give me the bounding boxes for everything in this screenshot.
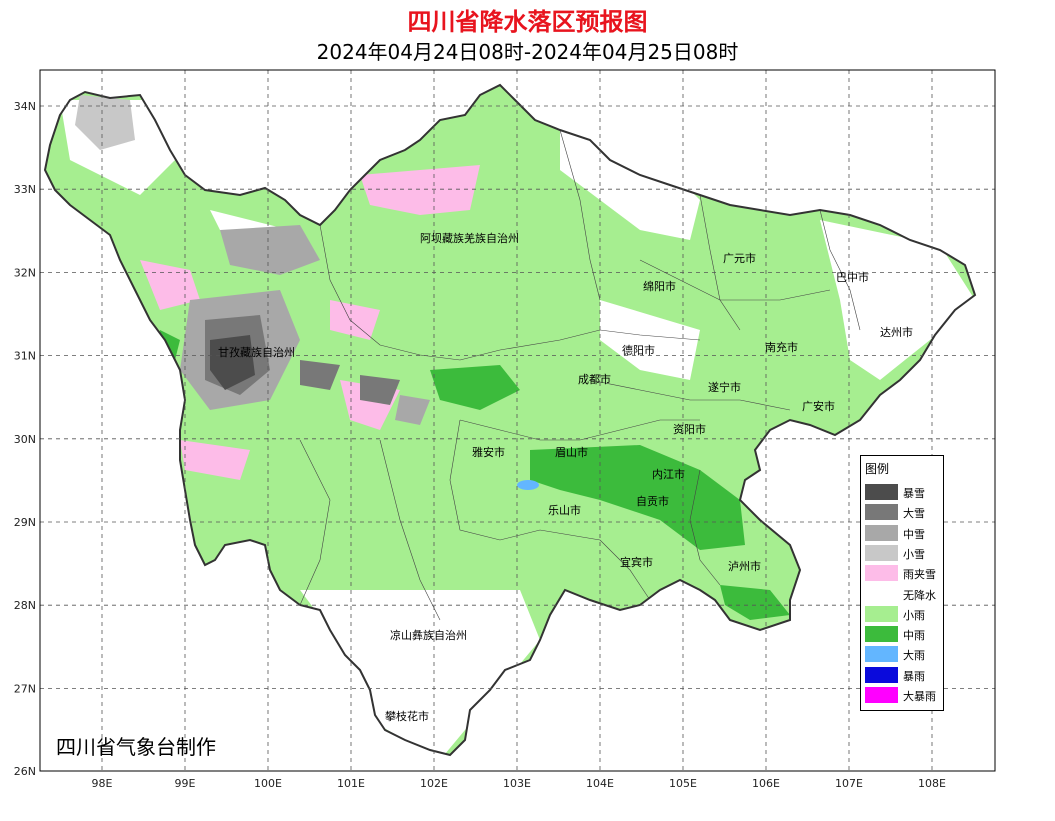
legend-swatch	[865, 605, 898, 622]
map-subtitle: 2024年04月24日08时-2024年04月25日08时	[316, 40, 739, 64]
legend-swatch	[865, 544, 898, 561]
legend-swatch	[865, 626, 898, 643]
axis-ticks: 98E 99E 100E 101E 102E 103E 104E 105E 106E 107E 10…	[14, 100, 946, 790]
city-label-chengdu: 成都市	[578, 372, 611, 386]
lon-tick-label: 104E	[586, 777, 614, 790]
legend-label: 无降水	[903, 588, 936, 602]
lat-tick-label: 30N	[14, 433, 36, 446]
legend-item: 暴雨	[865, 666, 943, 684]
legend-swatch	[865, 524, 898, 541]
legend-label: 小雨	[903, 608, 925, 622]
legend-label: 大雨	[903, 649, 925, 663]
legend-item: 小雨	[865, 605, 943, 623]
lat-tick-label: 28N	[14, 599, 36, 612]
city-label-luzhou: 泸州市	[728, 559, 761, 573]
city-label-yaan: 雅安市	[472, 445, 505, 459]
legend-swatch	[865, 565, 898, 582]
legend-swatch	[865, 646, 898, 663]
legend-item: 大雨	[865, 645, 943, 663]
lat-tick-label: 29N	[14, 516, 36, 529]
legend-item: 无降水	[865, 585, 943, 603]
city-label-guangan: 广安市	[802, 399, 835, 413]
legend: 图例 暴雪大雪中雪小雪雨夹雪无降水小雨中雨大雨暴雨大暴雨	[860, 455, 944, 711]
city-label-meishan: 眉山市	[555, 445, 588, 459]
map-frame	[39, 69, 996, 772]
city-label-aba: 阿坝藏族羌族自治州	[420, 231, 519, 245]
legend-swatch	[865, 666, 898, 683]
city-label-guangyuan: 广元市	[723, 251, 756, 265]
city-label-dazhou: 达州市	[880, 325, 913, 339]
lat-tick-label: 34N	[14, 100, 36, 113]
lon-tick-label: 98E	[92, 777, 113, 790]
city-label-nanchong: 南充市	[765, 340, 798, 354]
lon-tick-label: 101E	[337, 777, 365, 790]
lon-tick-label: 107E	[835, 777, 863, 790]
lon-tick-label: 106E	[752, 777, 780, 790]
legend-item: 中雪	[865, 524, 943, 542]
legend-label: 中雨	[903, 629, 925, 643]
legend-item: 暴雪	[865, 483, 943, 501]
lon-tick-label: 108E	[918, 777, 946, 790]
legend-label: 雨夹雪	[903, 568, 936, 582]
city-label-mianyang: 绵阳市	[643, 279, 676, 293]
issuer-credit: 四川省气象台制作	[56, 735, 216, 759]
lat-tick-label: 27N	[14, 682, 36, 695]
legend-label: 大暴雨	[903, 690, 936, 703]
legend-swatch	[865, 484, 898, 500]
legend-swatch	[865, 687, 898, 703]
legend-title: 图例	[865, 462, 890, 476]
city-label-suining: 遂宁市	[708, 380, 741, 394]
city-label-ganzi: 甘孜藏族自治州	[218, 345, 295, 359]
city-label-bazhong: 巴中市	[836, 270, 869, 284]
map-title: 四川省降水落区预报图	[407, 8, 648, 36]
city-label-deyang: 德阳市	[622, 343, 655, 357]
lon-tick-label: 99E	[175, 777, 196, 790]
lon-tick-label: 103E	[503, 777, 531, 790]
city-labels: 阿坝藏族羌族自治州 广元市 巴中市 绵阳市 达州市 甘孜藏族自治州 德阳市 南充…	[218, 231, 913, 723]
county-boundaries	[299, 129, 861, 621]
legend-swatch	[865, 585, 898, 602]
legend-item: 大雪	[865, 503, 943, 521]
legend-swatch	[865, 504, 898, 521]
lat-tick-label: 26N	[14, 765, 36, 778]
legend-label: 暴雪	[903, 487, 925, 500]
legend-label: 中雪	[903, 527, 925, 541]
lon-tick-label: 100E	[254, 777, 282, 790]
legend-item: 中雨	[865, 625, 943, 643]
lon-tick-label: 105E	[669, 777, 697, 790]
city-label-neijiang: 内江市	[652, 467, 685, 481]
city-label-liangshan: 凉山彝族自治州	[390, 628, 467, 642]
city-label-yibin: 宜宾市	[620, 555, 653, 569]
lon-tick-label: 102E	[420, 777, 448, 790]
city-label-panzhihua: 攀枝花市	[385, 709, 429, 723]
legend-item: 大暴雨	[865, 686, 943, 704]
city-label-ziyang: 资阳市	[673, 422, 706, 436]
lat-tick-label: 32N	[14, 266, 36, 279]
legend-label: 小雪	[903, 547, 925, 561]
city-label-leshan: 乐山市	[548, 503, 581, 517]
legend-label: 暴雨	[903, 669, 925, 683]
legend-item: 小雪	[865, 544, 943, 562]
lat-tick-label: 33N	[14, 183, 36, 196]
city-label-zigong: 自贡市	[636, 494, 669, 508]
province-outline	[43, 83, 977, 757]
legend-label: 大雪	[903, 507, 925, 521]
lat-tick-label: 31N	[14, 350, 36, 363]
legend-item: 雨夹雪	[865, 564, 943, 582]
